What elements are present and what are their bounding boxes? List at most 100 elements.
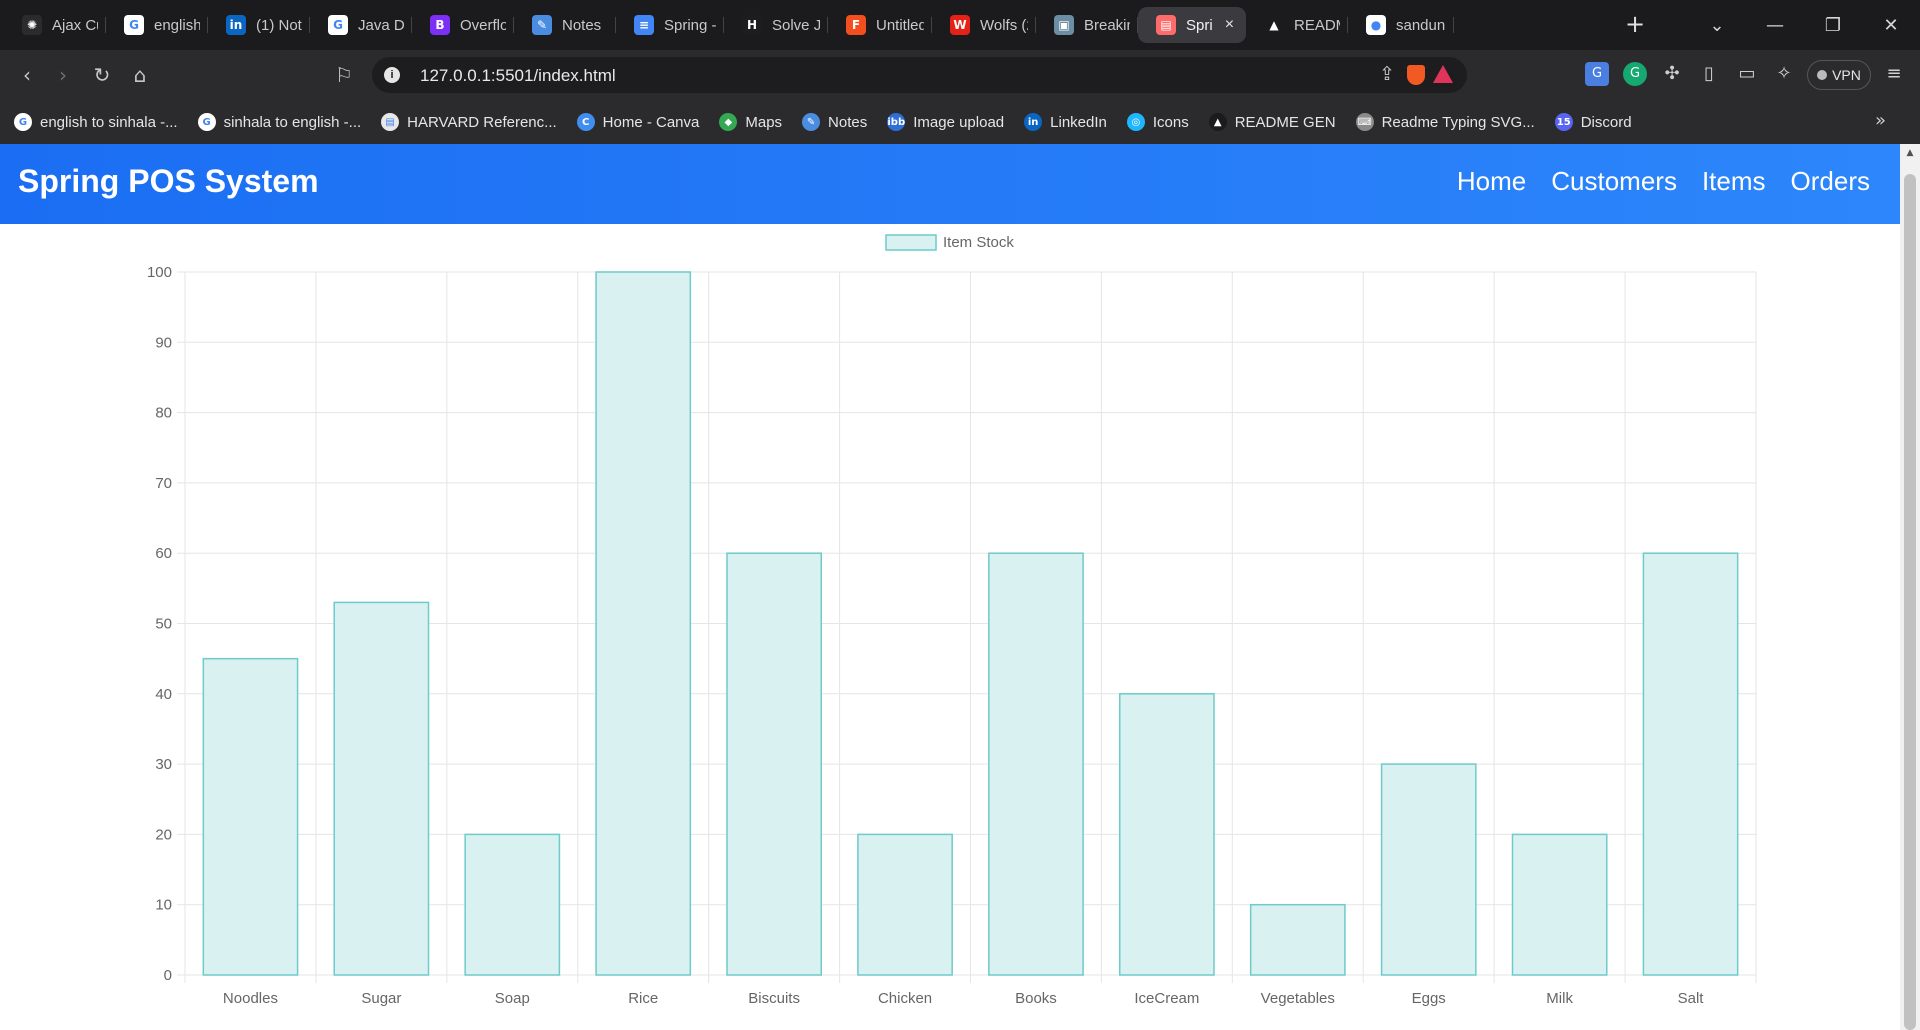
tab-0[interactable]: ✺ Ajax Cus (4, 7, 106, 43)
canva-icon: C (576, 113, 595, 131)
reload-icon[interactable]: ↻ (93, 63, 111, 87)
nav-home[interactable]: Home (1456, 166, 1527, 196)
tab-close-icon[interactable]: × (1224, 16, 1235, 33)
keyboard-icon: ⌨ (1355, 113, 1374, 131)
tab-4[interactable]: B Overflow (412, 7, 514, 43)
linkedin-icon: in (226, 15, 246, 35)
bookmark-item[interactable]: ◎ Icons (1126, 113, 1189, 131)
nav-orders[interactable]: Orders (1790, 166, 1870, 196)
page-scrollbar[interactable]: ▲ (1900, 144, 1920, 1030)
x-tick-label: Vegetables (1261, 990, 1335, 1007)
grammarly-icon[interactable]: G (1623, 62, 1647, 86)
bookmark-item[interactable]: in LinkedIn (1024, 113, 1107, 131)
bookmark-label: Discord (1580, 113, 1632, 131)
bookmark-item[interactable]: ibb Image upload (887, 113, 1004, 131)
news-icon: ▣ (1054, 15, 1074, 35)
app-brand[interactable]: Spring POS System (18, 163, 319, 199)
x-tick-label: Salt (1678, 990, 1705, 1007)
y-tick-label: 10 (155, 897, 172, 914)
tab-title: (1) Notif (256, 16, 302, 34)
site-info-icon[interactable]: i (384, 67, 400, 83)
tab-title: Untitled (876, 16, 924, 34)
vpn-button[interactable]: VPN (1807, 60, 1871, 90)
tab-13[interactable]: ● sandun (1348, 7, 1454, 43)
tab-search-icon[interactable]: ⌄ (1709, 14, 1725, 36)
new-tab-button[interactable]: + (1625, 10, 1646, 38)
wallet-icon[interactable]: ▭ (1738, 63, 1756, 84)
bookmark-item[interactable]: ◆ Maps (719, 113, 782, 131)
home-icon[interactable]: ⌂ (133, 63, 147, 87)
spring-pos-icon: ▤ (1156, 15, 1176, 35)
bar-milk (1511, 833, 1608, 976)
address-bar[interactable]: i 127.0.0.1:5501/index.html ⇪ (372, 57, 1467, 93)
page-content: Spring POS System Home Customers Items O… (0, 144, 1900, 1030)
bookmark-item[interactable]: ⌨ Readme Typing SVG... (1355, 113, 1535, 131)
bookmark-label: HARVARD Referenc... (407, 113, 557, 131)
back-icon[interactable]: ‹ (23, 63, 31, 87)
nav-items[interactable]: Items (1701, 166, 1766, 196)
tab-title: Wolfs (2 (980, 16, 1028, 34)
y-tick-label: 40 (155, 686, 172, 703)
extensions-icon[interactable]: ✣ (1664, 63, 1680, 84)
bookmark-label: Notes (828, 113, 868, 131)
bookmark-label: sinhala to english -... (223, 113, 362, 131)
x-tick-label: Eggs (1412, 990, 1446, 1007)
leo-ai-icon[interactable]: ✧ (1776, 63, 1792, 84)
figma-icon: F (846, 15, 866, 35)
readme-icon: ▲ (1264, 15, 1284, 35)
x-tick-label: Noodles (223, 990, 278, 1007)
github-icon: ● (1366, 15, 1386, 35)
item-stock-chart-container: Item Stock 0 10 20 30 40 50 60 70 80 90 100 Noodles S… (0, 224, 1900, 1030)
scroll-up-icon[interactable]: ▲ (1906, 148, 1914, 158)
tab-12[interactable]: ▲ READM (1246, 7, 1348, 43)
bookmark-item[interactable]: ▲ README GEN (1208, 113, 1336, 131)
translate-icon[interactable]: G (1585, 62, 1609, 86)
tab-8[interactable]: F Untitled (828, 7, 932, 43)
tab-3[interactable]: G Java Dat (310, 7, 412, 43)
brave-rewards-icon[interactable] (1433, 65, 1453, 83)
forward-icon[interactable]: › (59, 63, 67, 87)
brave-shields-icon[interactable] (1407, 65, 1425, 85)
bookmark-icon[interactable]: ⚐ (335, 63, 353, 87)
app-navbar: Spring POS System Home Customers Items O… (0, 144, 1900, 224)
y-tick-label: 80 (155, 405, 172, 422)
tab-11[interactable]: ▤ Spri × (1138, 7, 1246, 43)
tab-title: Overflow (460, 16, 506, 34)
bookmark-item[interactable]: C Home - Canva (576, 113, 699, 131)
google-icon: G (14, 113, 32, 131)
y-tick-label: 70 (155, 475, 172, 492)
sidebar-icon[interactable]: ▯ (1704, 63, 1714, 84)
item-stock-chart: Item Stock 0 10 20 30 40 50 60 70 80 90 100 Noodles S… (147, 234, 1757, 1007)
tab-7[interactable]: H Solve Ja (724, 7, 828, 43)
bookmark-item[interactable]: ✎ Notes (802, 113, 867, 131)
tab-10[interactable]: ▣ Breakin (1036, 7, 1138, 43)
tab-6[interactable]: ≡ Spring - (616, 7, 724, 43)
minimize-button[interactable]: — (1766, 14, 1784, 36)
restore-button[interactable]: ❐ (1824, 14, 1842, 36)
menu-icon[interactable]: ≡ (1886, 63, 1902, 84)
tab-9[interactable]: W Wolfs (2 (932, 7, 1036, 43)
bar-vegetables (1249, 903, 1346, 976)
scroll-thumb[interactable] (1904, 174, 1916, 1030)
tab-title: Ajax Cus (52, 16, 98, 34)
y-tick-label: 50 (155, 616, 172, 633)
window-close-button[interactable]: ✕ (1883, 14, 1899, 36)
bookmark-item[interactable]: 15 Discord (1554, 113, 1632, 131)
tab-5[interactable]: ✎ Notes (514, 7, 616, 43)
bar-biscuits (726, 552, 823, 976)
bar-rice (595, 271, 692, 976)
url-text[interactable]: 127.0.0.1:5501/index.html (420, 66, 616, 85)
tab-2[interactable]: in (1) Notif (208, 7, 310, 43)
y-tick-label: 0 (164, 967, 172, 984)
share-icon[interactable]: ⇪ (1379, 63, 1395, 85)
nav-customers[interactable]: Customers (1551, 166, 1677, 196)
readme-icon: ▲ (1208, 113, 1227, 131)
bookmark-item[interactable]: ▤ HARVARD Referenc... (381, 113, 557, 131)
discord-icon: 15 (1554, 113, 1573, 131)
more-bookmarks-icon[interactable]: » (1874, 110, 1886, 131)
